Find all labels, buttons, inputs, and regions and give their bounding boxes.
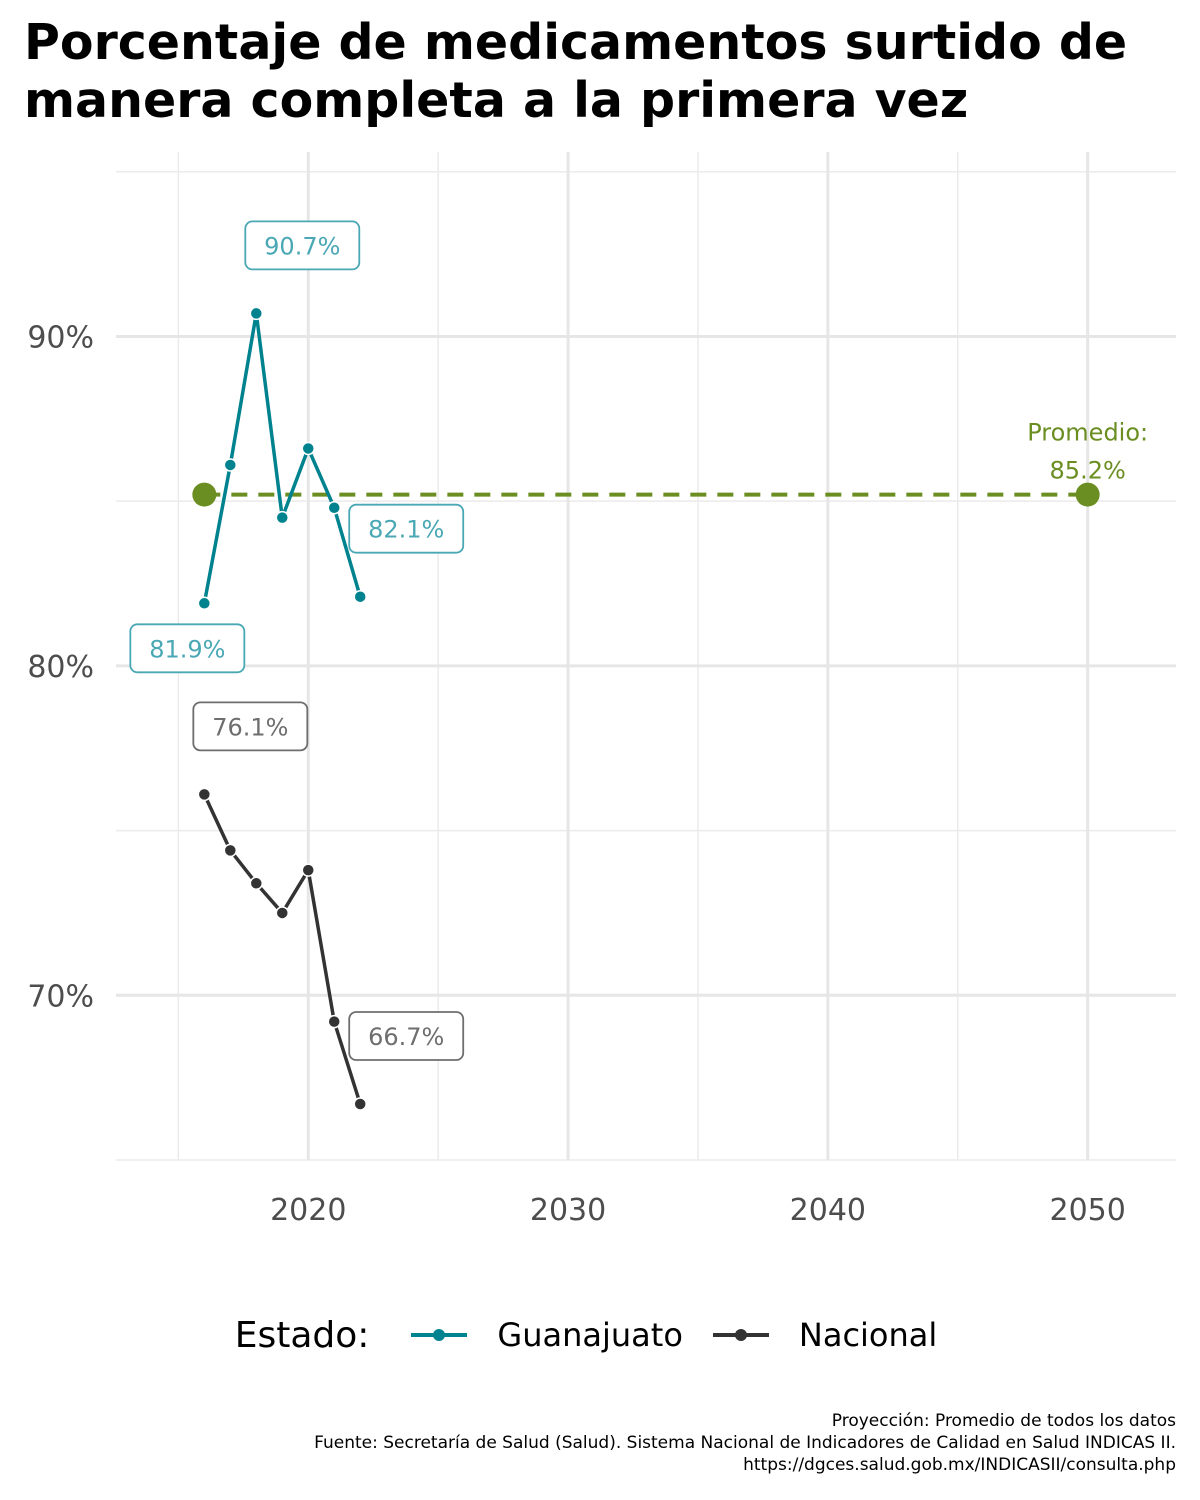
legend-key-guanajuato	[411, 1329, 468, 1341]
x-tick-label: 2050	[1049, 1193, 1125, 1228]
data-point	[301, 863, 316, 877]
data-label-box	[192, 701, 309, 752]
data-label: 81.9%	[149, 635, 225, 663]
projection-point	[192, 482, 217, 507]
projection-label-title: Promedio:	[1027, 419, 1148, 447]
y-tick-label: 80%	[27, 650, 94, 685]
projection-point	[1075, 482, 1100, 507]
data-point	[353, 589, 367, 604]
caption-url: https://dgces.salud.gob.mx/INDICASII/con…	[743, 1455, 1176, 1475]
legend-item-nacional: Nacional	[711, 1316, 937, 1354]
data-point	[223, 458, 238, 472]
data-label-box	[129, 623, 246, 674]
y-tick-label: 70%	[27, 979, 94, 1014]
data-point	[197, 787, 212, 802]
data-point	[275, 906, 290, 920]
data-point	[275, 510, 290, 525]
caption: Proyección: Promedio de todos los datos …	[26, 1410, 1176, 1476]
legend-label-nacional: Nacional	[798, 1316, 938, 1354]
data-point	[197, 596, 212, 611]
x-tick-label: 2040	[790, 1193, 866, 1228]
data-label: 76.1%	[212, 713, 288, 741]
data-point	[353, 1097, 367, 1111]
data-point	[327, 1014, 341, 1029]
data-label: 82.1%	[368, 516, 444, 544]
chart-title: Porcentaje de medicamentos surtido de ma…	[24, 14, 1128, 129]
data-point	[301, 441, 316, 456]
data-label-box	[244, 220, 361, 271]
caption-projection: Proyección: Promedio de todos los datos	[831, 1411, 1176, 1431]
legend-title: Estado:	[234, 1314, 370, 1356]
data-label: 66.7%	[368, 1023, 444, 1051]
x-tick-label: 2030	[530, 1193, 606, 1228]
data-point	[249, 876, 264, 891]
data-point	[249, 306, 264, 321]
legend-label-guanajuato: Guanajuato	[497, 1316, 683, 1354]
legend-item-guanajuato: Guanajuato	[409, 1316, 683, 1354]
chart-plot: Promedio: 85.2% 81.9% 90.7% 82.1% 76.1% 66.7%…	[27, 152, 1176, 1228]
y-tick-label: 90%	[27, 320, 94, 355]
data-point	[327, 501, 341, 515]
data-label-box	[348, 1011, 465, 1061]
legend: Estado: Guanajuato Nacional	[0, 1305, 1200, 1365]
data-label: 90.7%	[264, 232, 340, 260]
series-line-guanajuato	[202, 311, 362, 604]
data-label-box	[348, 503, 465, 554]
data-point	[223, 843, 238, 858]
x-tick-label: 2020	[270, 1193, 346, 1228]
projection-label-value: 85.2%	[1050, 457, 1126, 485]
legend-key-nacional	[712, 1329, 769, 1341]
series-line-nacional	[202, 793, 362, 1105]
caption-source: Fuente: Secretaría de Salud (Salud). Sis…	[314, 1433, 1176, 1453]
